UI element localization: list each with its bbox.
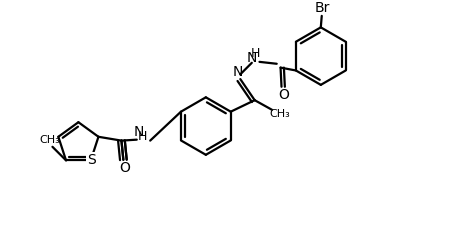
Text: CH₃: CH₃ (39, 135, 60, 145)
Text: H: H (138, 130, 147, 143)
Text: H: H (251, 47, 261, 60)
Text: S: S (87, 153, 96, 167)
Text: N: N (134, 125, 144, 139)
Text: O: O (119, 161, 130, 175)
Text: N: N (247, 51, 257, 65)
Text: O: O (278, 88, 289, 102)
Text: CH₃: CH₃ (269, 109, 290, 119)
Text: N: N (232, 66, 243, 79)
Text: Br: Br (315, 1, 330, 15)
